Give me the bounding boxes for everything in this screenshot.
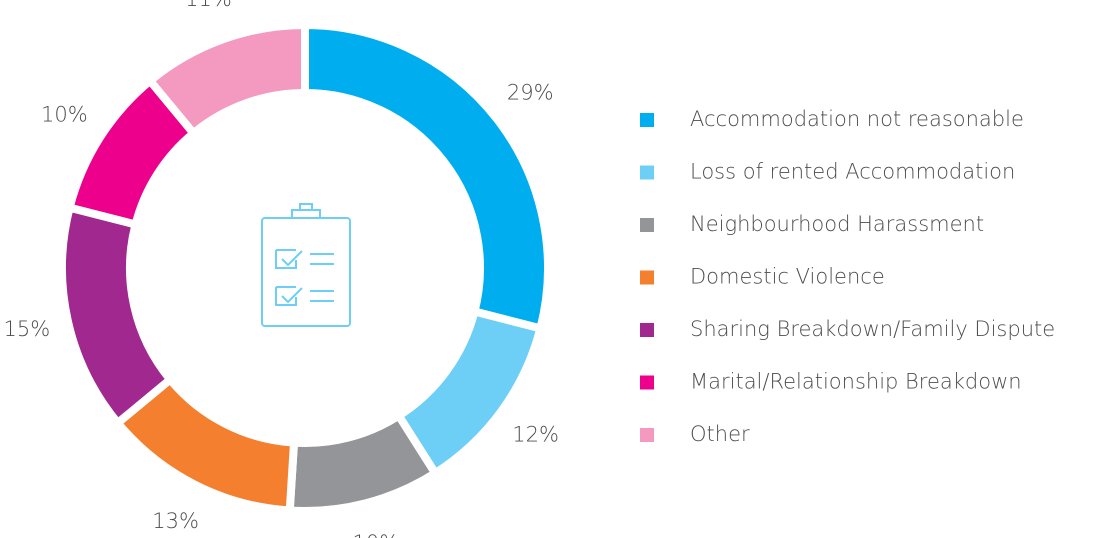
legend-label: Other <box>690 422 750 446</box>
legend-swatch <box>640 323 654 337</box>
data-label: 10% <box>41 102 88 126</box>
data-label: 29% <box>507 80 554 104</box>
legend-label: Sharing Breakdown/Family Dispute <box>690 317 1055 341</box>
legend-label: Domestic Violence <box>690 265 885 289</box>
donut-segment <box>58 202 176 429</box>
legend-swatch <box>640 375 654 390</box>
data-label: 13% <box>152 509 199 533</box>
donut-segment <box>301 20 552 334</box>
data-label: 12% <box>512 423 559 447</box>
clipboard-icon <box>261 203 351 327</box>
legend-swatch <box>640 165 654 180</box>
data-label: 10% <box>353 531 400 538</box>
legend-label: Neighbourhood Harassment <box>690 212 984 236</box>
legend-swatch <box>640 270 654 285</box>
legend-label: Marital/Relationship Breakdown <box>690 370 1022 394</box>
legend-swatch <box>640 428 654 442</box>
legend-swatch <box>640 113 654 127</box>
legend-label: Loss of rented Accommodation <box>690 160 1015 184</box>
donut-segment <box>144 20 309 139</box>
data-label: 15% <box>4 317 51 341</box>
legend-label: Accommodation not reasonable <box>690 107 1024 131</box>
legend-swatch <box>640 218 654 232</box>
data-label: 11% <box>185 0 232 11</box>
